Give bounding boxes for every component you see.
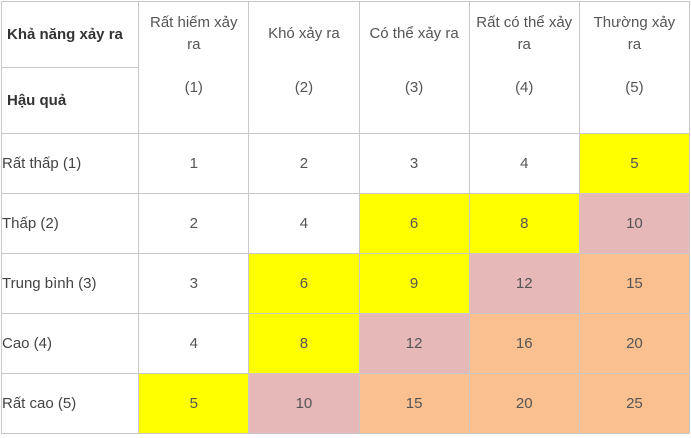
- column-header-4: Rất có thể xảy ra (4): [468, 1, 580, 134]
- risk-cell: 12: [468, 253, 580, 314]
- risk-cell: 2: [248, 133, 360, 194]
- risk-cell: 25: [578, 373, 691, 434]
- risk-cell: 5: [578, 133, 691, 194]
- table-row-medium: Trung bình (3) 3 6 9 12 15: [0, 253, 691, 314]
- likelihood-axis-label: Khả năng xảy ra: [2, 2, 139, 68]
- column-header-number: (2): [294, 79, 314, 96]
- table-row-high: Cao (4) 4 8 12 16 20: [0, 313, 691, 374]
- table-row-very-low: Rất thấp (1) 1 2 3 4 5: [0, 133, 691, 194]
- risk-cell: 10: [248, 373, 360, 434]
- column-header-2: Khó xảy ra (2): [248, 1, 360, 134]
- risk-cell: 6: [358, 193, 470, 254]
- consequence-axis-label: Hậu quả: [7, 92, 67, 109]
- row-header: Trung bình (3): [0, 253, 140, 314]
- column-header-5: Thường xảy ra (5): [578, 1, 691, 134]
- column-header-1: Rất hiếm xảy ra (1): [138, 1, 250, 134]
- column-header-number: (4): [515, 79, 534, 96]
- column-header-label: Có thể xảy ra: [369, 25, 459, 42]
- risk-cell: 5: [138, 373, 250, 434]
- column-header-label: Khó xảy ra: [268, 25, 340, 42]
- risk-cell: 16: [468, 313, 580, 374]
- risk-cell: 4: [248, 193, 360, 254]
- risk-cell: 4: [468, 133, 580, 194]
- risk-cell: 20: [578, 313, 691, 374]
- risk-cell: 3: [358, 133, 470, 194]
- risk-cell: 10: [578, 193, 691, 254]
- column-header-number: (5): [625, 79, 644, 96]
- corner-cell: Khả năng xảy ra Hậu quả: [0, 1, 140, 134]
- risk-cell: 15: [358, 373, 470, 434]
- risk-cell: 2: [138, 193, 250, 254]
- risk-cell: 12: [358, 313, 470, 374]
- column-header-number: (1): [184, 79, 203, 96]
- header-row: Khả năng xảy ra Hậu quả Rất hiếm xảy ra …: [0, 1, 691, 134]
- risk-cell: 20: [468, 373, 580, 434]
- risk-cell: 9: [358, 253, 470, 314]
- risk-cell: 15: [578, 253, 691, 314]
- row-header: Rất cao (5): [0, 373, 140, 434]
- risk-cell: 8: [468, 193, 580, 254]
- risk-cell: 4: [138, 313, 250, 374]
- column-header-label: Rất hiếm xảy ra: [149, 14, 238, 53]
- row-header: Rất thấp (1): [0, 133, 140, 194]
- column-header-label: Thường xảy ra: [593, 14, 676, 53]
- table-row-low: Thấp (2) 2 4 6 8 10: [0, 193, 691, 254]
- risk-cell: 3: [138, 253, 250, 314]
- risk-cell: 1: [138, 133, 250, 194]
- row-header: Thấp (2): [0, 193, 140, 254]
- risk-cell: 6: [248, 253, 360, 314]
- risk-cell: 8: [248, 313, 360, 374]
- column-header-number: (3): [404, 79, 424, 96]
- row-header: Cao (4): [0, 313, 140, 374]
- table-row-very-high: Rất cao (5) 5 10 15 20 25: [0, 373, 691, 434]
- column-header-3: Có thể xảy ra (3): [358, 1, 470, 134]
- column-header-label: Rất có thể xảy ra: [476, 14, 573, 53]
